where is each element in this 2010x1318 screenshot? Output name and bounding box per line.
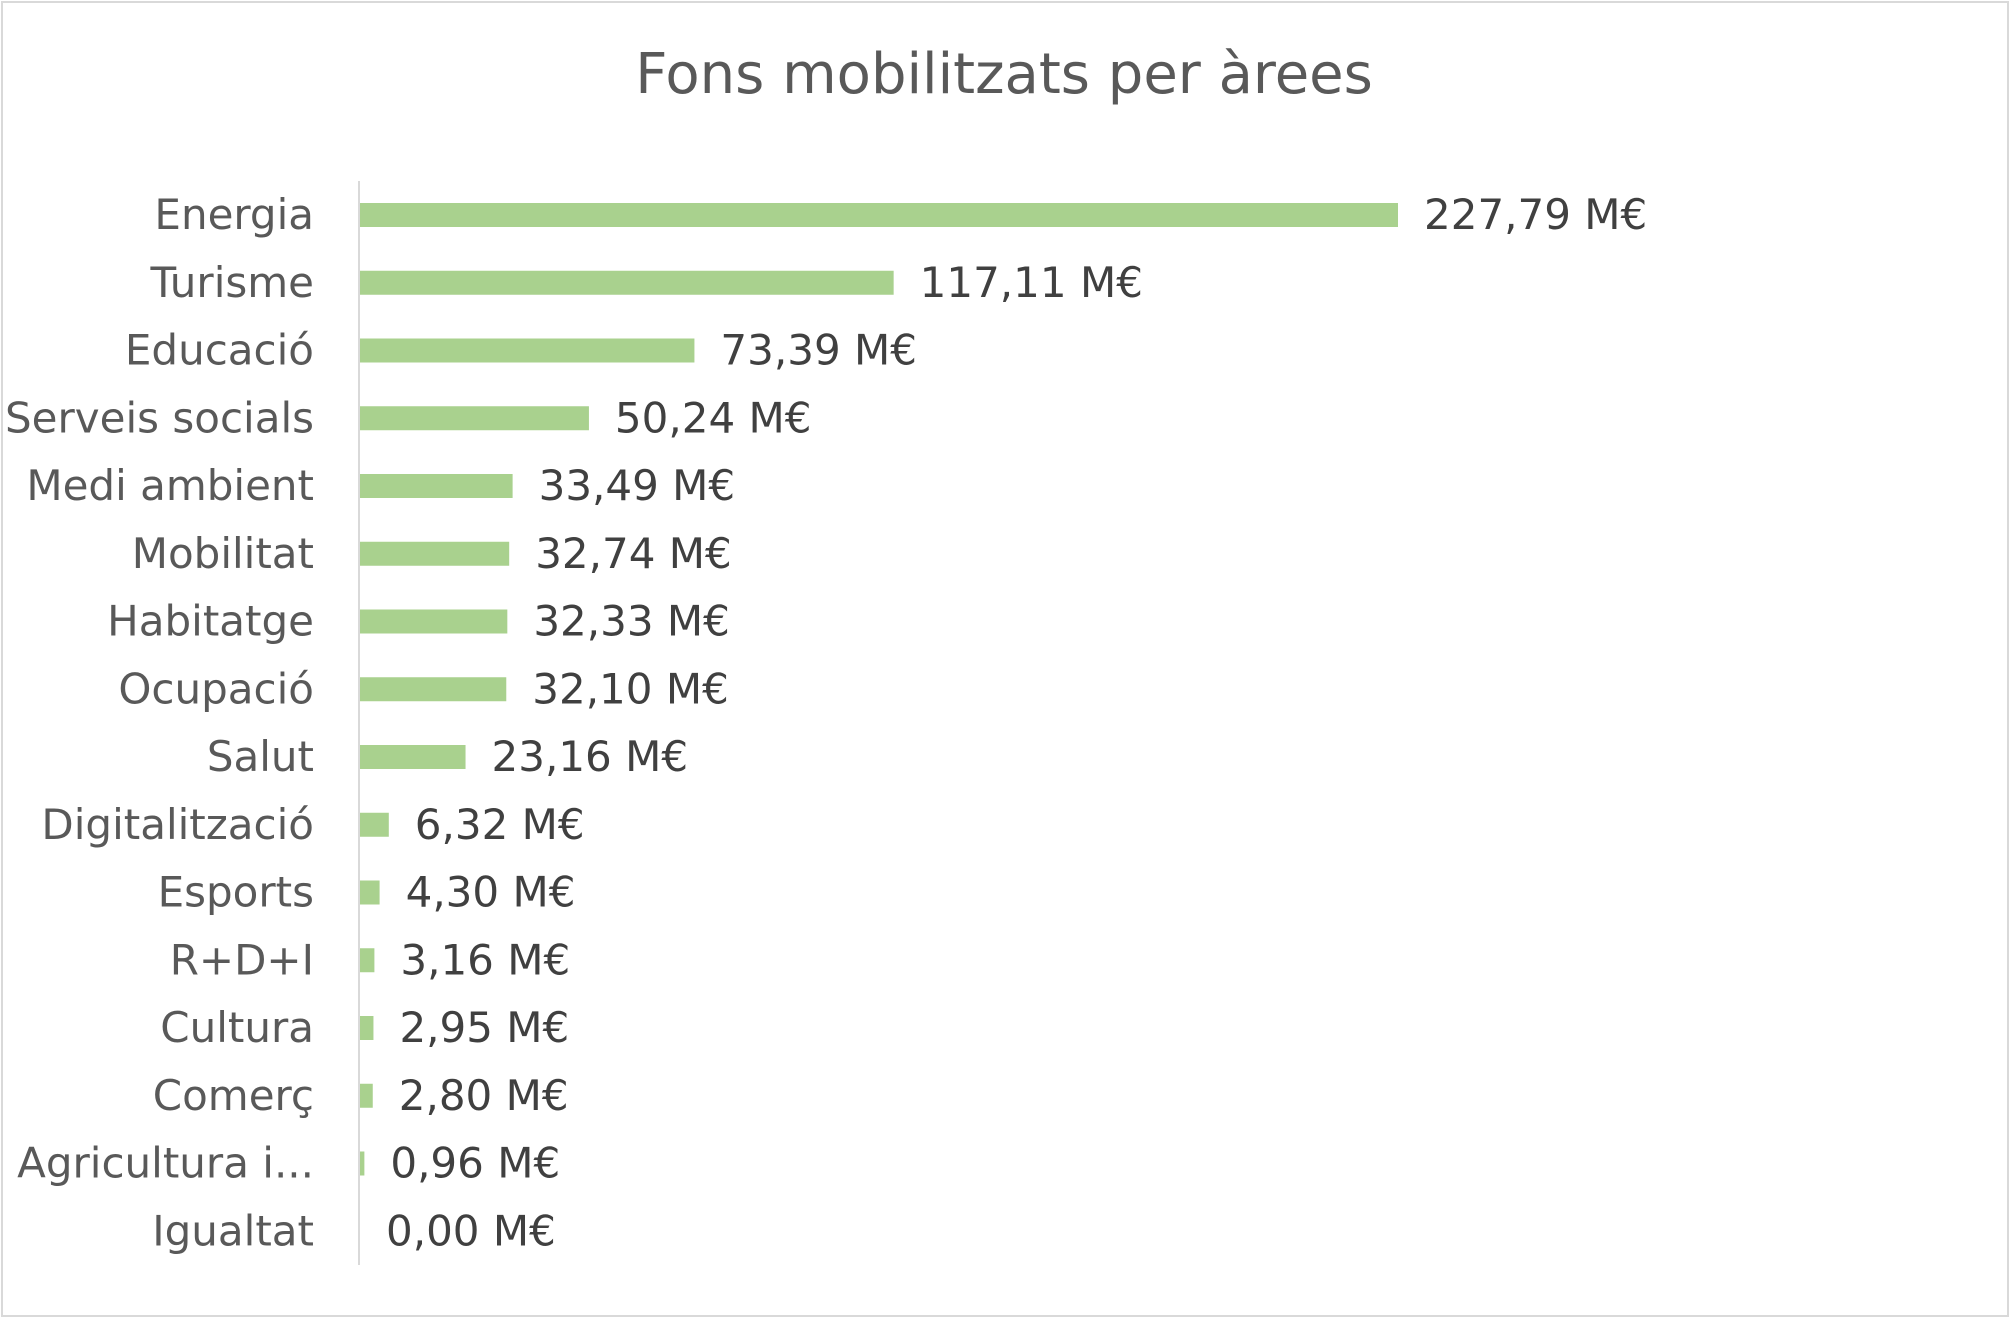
value-labels: 227,79 M€ 117,11 M€73,39 M€ 50,24 M€ 33,49 … xyxy=(386,190,1647,1255)
bar-0 xyxy=(360,203,1398,227)
category-labels: Energia Turisme Educació Serveis socials Med… xyxy=(5,190,314,1255)
category-label-8: Salut xyxy=(207,732,314,781)
category-label-3: Serveis socials xyxy=(5,393,314,442)
category-label-1: Turisme xyxy=(150,258,314,307)
category-label-15: Igualtat xyxy=(152,1206,314,1255)
bar-7 xyxy=(360,677,507,702)
bar-5 xyxy=(360,541,510,566)
bar-3 xyxy=(360,406,589,431)
value-label-15: 0,00 M€ xyxy=(386,1206,556,1255)
value-label-12: 2,95 M€ xyxy=(399,1003,569,1052)
value-label-13: 2,80 M€ xyxy=(399,1071,569,1120)
category-label-5: Mobilitat xyxy=(132,529,314,578)
bar-6 xyxy=(360,609,508,634)
category-label-12: Cultura xyxy=(160,1003,314,1052)
category-label-2: Educació xyxy=(125,326,314,375)
value-label-10: 4,30 M€ xyxy=(406,868,576,917)
value-label-0: 227,79 M€ xyxy=(1424,190,1647,239)
bar-2 xyxy=(360,338,695,363)
category-label-7: Ocupació xyxy=(118,664,314,713)
bar-1 xyxy=(360,270,894,295)
value-label-8: 23,16 M€ xyxy=(492,732,689,781)
value-label-7: 32,10 M€ xyxy=(532,664,729,713)
bar-9 xyxy=(360,812,389,837)
bar-11 xyxy=(360,948,375,973)
bars-group xyxy=(360,203,1398,1176)
bar-12 xyxy=(360,1016,374,1040)
bar-10 xyxy=(360,880,380,905)
value-label-11: 3,16 M€ xyxy=(400,935,570,984)
category-label-11: R+D+I xyxy=(170,935,314,984)
category-label-0: Energia xyxy=(154,190,314,239)
chart-title: Fons mobilitzats per àrees xyxy=(635,42,1373,107)
value-label-3: 50,24 M€ xyxy=(615,393,812,442)
value-label-5: 32,74 M€ xyxy=(535,529,732,578)
value-label-9: 6,32 M€ xyxy=(415,800,585,849)
category-label-10: Esports xyxy=(158,868,314,917)
value-label-6: 32,33 M€ xyxy=(533,597,730,646)
value-label-4: 33,49 M€ xyxy=(539,461,736,510)
bar-4 xyxy=(360,474,513,498)
value-label-1: 117,11 M€ xyxy=(920,258,1143,307)
category-label-9: Digitalització xyxy=(41,800,314,849)
bar-13 xyxy=(360,1083,373,1108)
bar-8 xyxy=(360,745,466,769)
category-label-6: Habitatge xyxy=(107,597,314,646)
bar-chart: Fons mobilitzats per àrees Energia Turism… xyxy=(5,42,1647,1265)
category-label-14: Agricultura i... xyxy=(17,1139,314,1188)
value-label-14: 0,96 M€ xyxy=(390,1139,560,1188)
bar-14 xyxy=(360,1151,365,1176)
value-label-2: 73,39 M€ xyxy=(720,326,917,375)
category-label-13: Comerç xyxy=(153,1071,314,1120)
category-label-4: Medi ambient xyxy=(26,461,314,510)
